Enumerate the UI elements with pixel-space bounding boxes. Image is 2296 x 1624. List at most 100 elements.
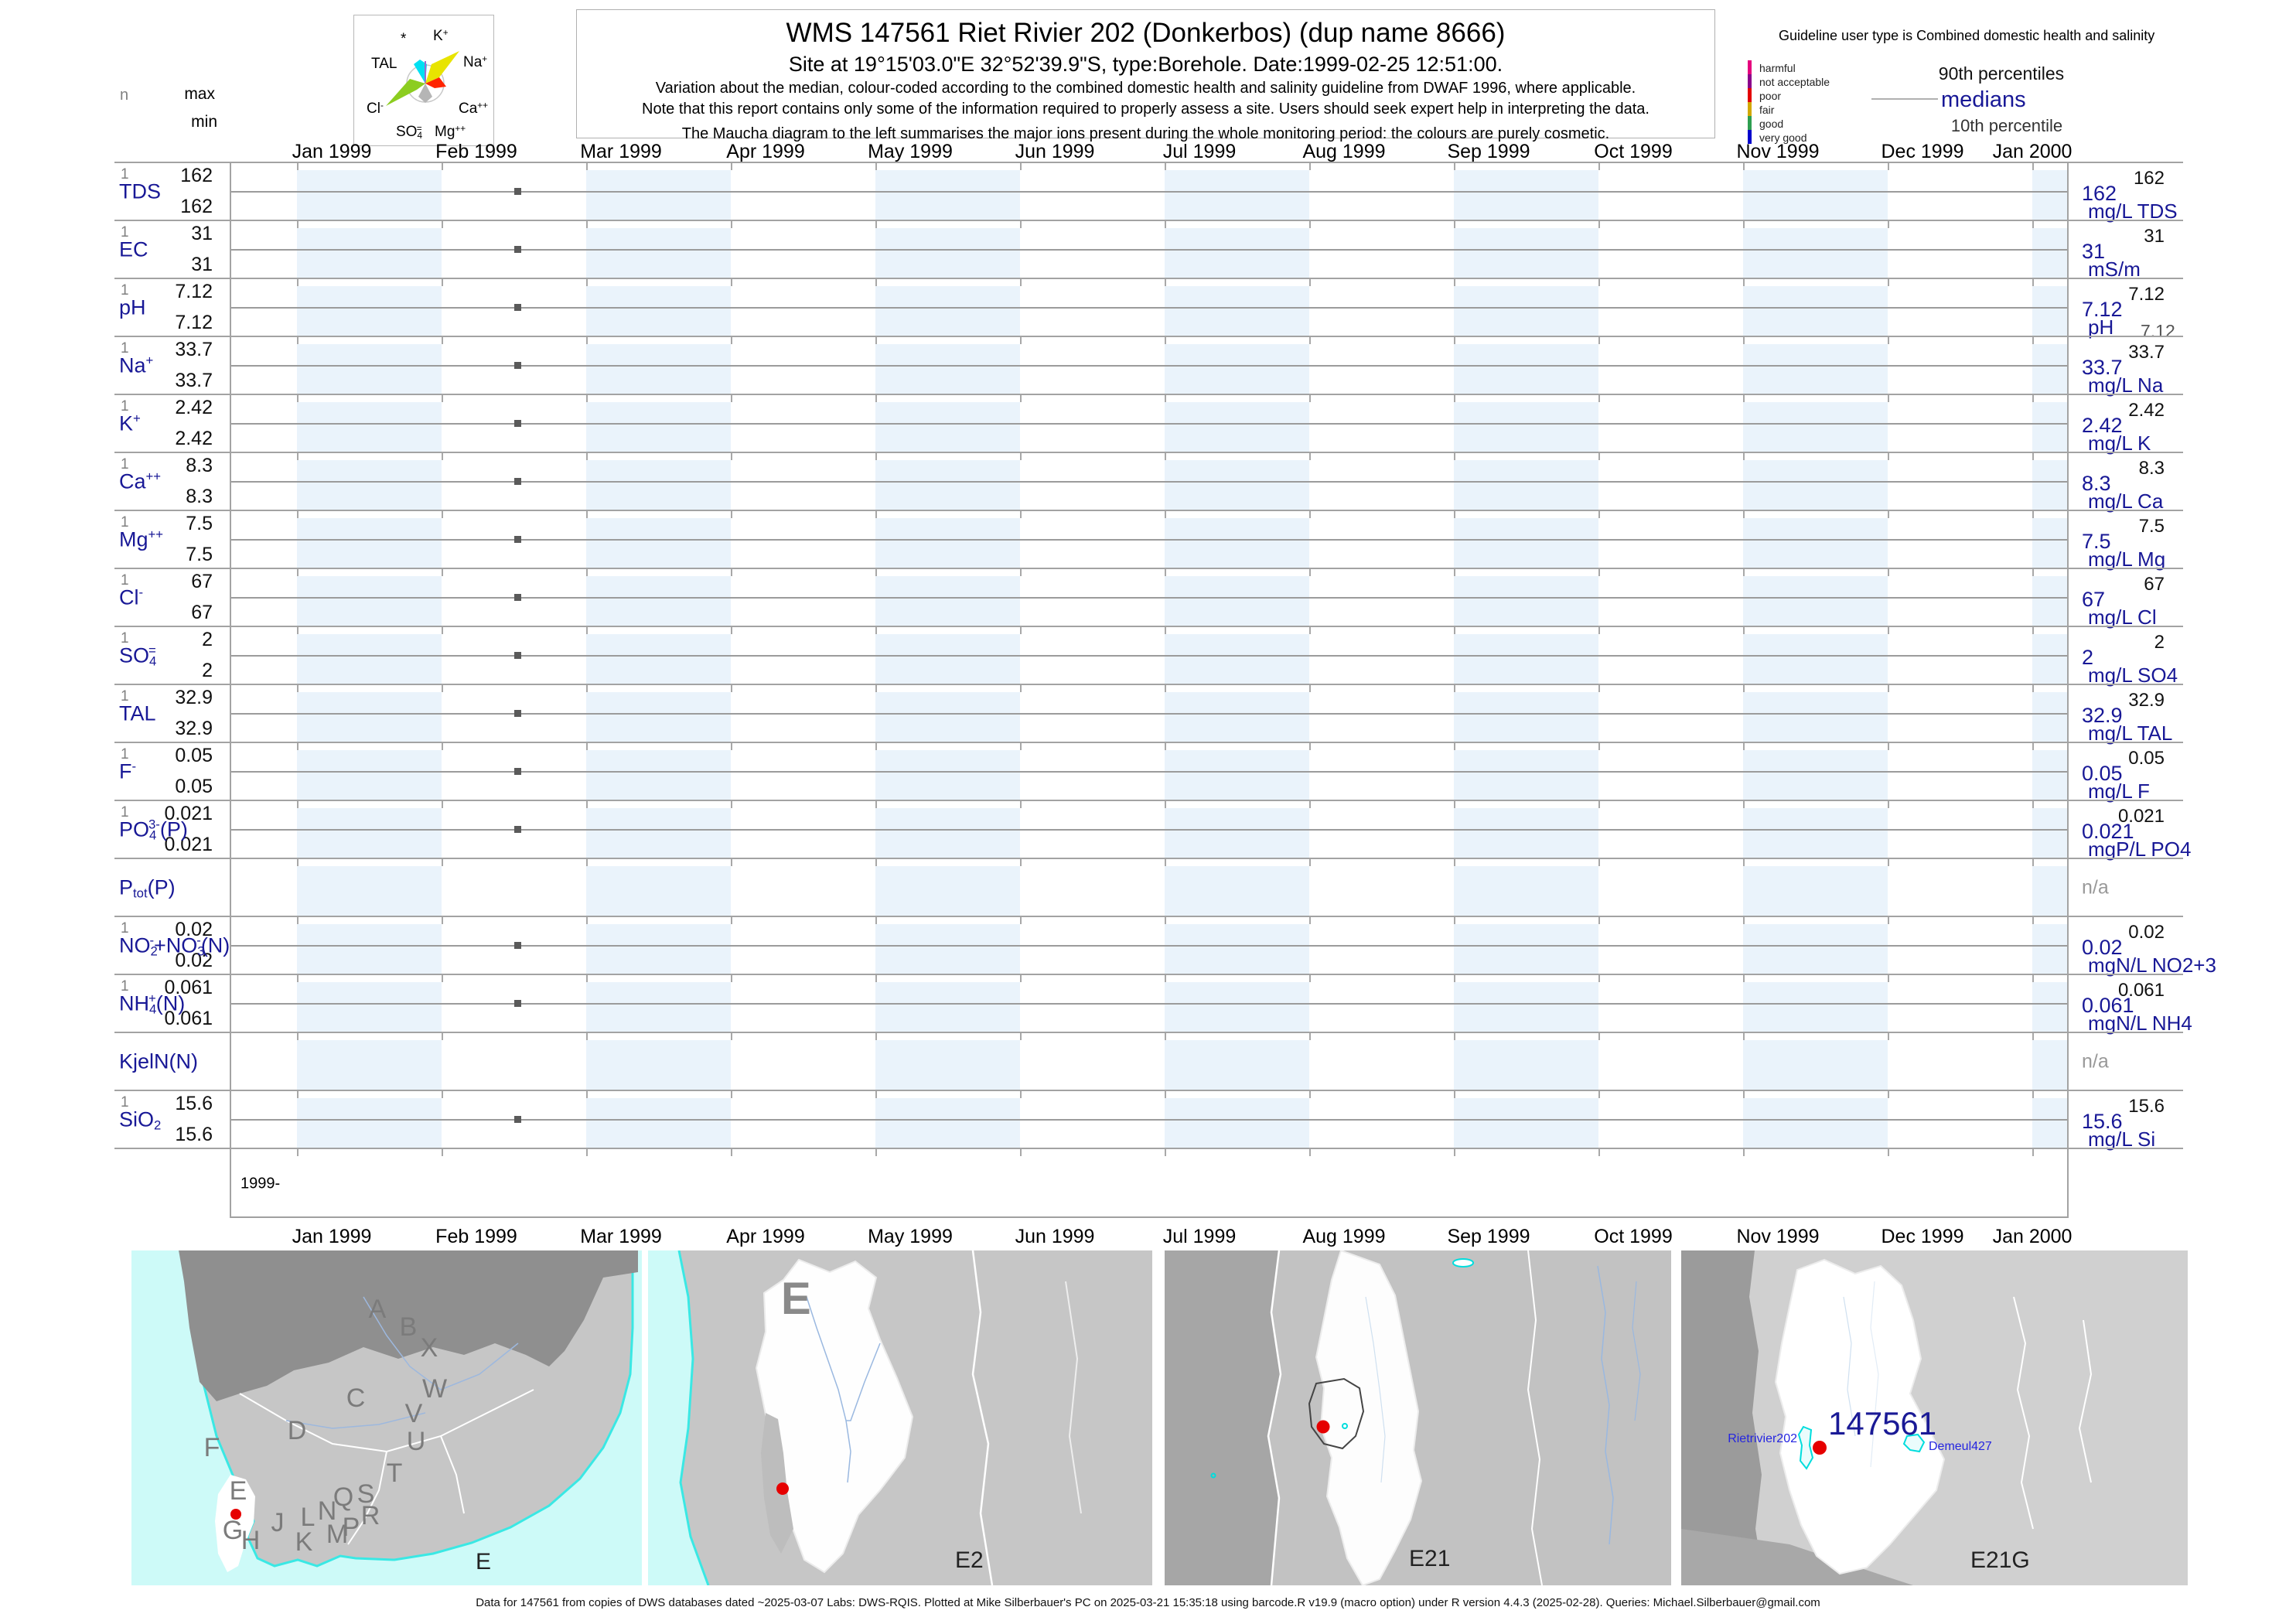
row-median-value: 31 xyxy=(2082,240,2106,263)
month-tick xyxy=(1888,221,1889,228)
month-column xyxy=(1309,924,1454,974)
month-tick xyxy=(1454,511,1455,518)
river-line xyxy=(1365,1296,1386,1483)
row-sample-count: 1 xyxy=(121,746,129,763)
river-line xyxy=(806,1296,851,1483)
month-tick xyxy=(442,163,443,170)
month-label: Sep 1999 xyxy=(1447,141,1530,162)
month-tick xyxy=(731,279,732,286)
month-column xyxy=(1743,634,1888,684)
month-column xyxy=(1309,286,1454,336)
parameter-name: NH4+(N) xyxy=(119,991,186,1017)
month-tick xyxy=(1020,1033,1022,1040)
row-90th-percentile: 162 xyxy=(2133,168,2165,189)
row-chart-band xyxy=(230,163,2067,220)
month-tick xyxy=(586,569,588,576)
parameter-row: KjelN(N) n/a xyxy=(114,1032,2183,1090)
month-tick xyxy=(297,743,299,750)
month-tick xyxy=(1165,975,1166,982)
month-tick xyxy=(1309,569,1311,576)
row-annotation: 15.6 15.6 mg/L Si xyxy=(2067,1091,2183,1151)
guideline-header: Guideline user type is Combined domestic… xyxy=(1779,28,2155,43)
row-annotation: 2.42 2.42 mg/L K xyxy=(2067,395,2183,455)
month-column xyxy=(731,170,875,220)
row-chart-band xyxy=(230,685,2067,742)
row-label: KjelN(N) xyxy=(114,1033,230,1090)
month-column xyxy=(875,982,1020,1032)
month-tick xyxy=(297,1033,299,1040)
month-tick xyxy=(297,1091,299,1098)
month-tick xyxy=(586,163,588,170)
month-tick xyxy=(1020,569,1022,576)
month-column xyxy=(1165,1098,1309,1148)
row-label: 1 162 162 TDS xyxy=(114,163,230,220)
month-column xyxy=(1165,576,1309,626)
month-column xyxy=(1888,460,2032,510)
row-median-value: 2.42 xyxy=(2082,414,2123,437)
month-column xyxy=(442,634,586,684)
month-column xyxy=(731,460,875,510)
month-column xyxy=(1888,924,2032,974)
month-column xyxy=(875,1040,1020,1090)
sample-marker xyxy=(514,419,521,427)
parameter-row: 1 32.9 32.9 TAL 32.9 32.9 mg/L TAL xyxy=(114,684,2183,745)
month-tick xyxy=(2032,453,2034,460)
water-body xyxy=(1342,1423,1348,1429)
month-tick xyxy=(731,395,732,402)
land-background xyxy=(1681,1250,2188,1585)
month-column xyxy=(1743,982,1888,1032)
month-tick xyxy=(1888,1149,1889,1156)
month-column xyxy=(1020,634,1165,684)
month-column xyxy=(1888,576,2032,626)
month-tick xyxy=(1743,801,1745,808)
row-unit-label: mg/L K xyxy=(2088,432,2151,455)
month-tick xyxy=(297,221,299,228)
month-column xyxy=(1454,1098,1598,1148)
row-annotation: 2 2 mg/L SO4 xyxy=(2067,627,2183,687)
month-column xyxy=(1888,1040,2032,1090)
parameter-row: 1 7.12 7.12 pH 7.12 7.12 pH 7.12 xyxy=(114,278,2183,341)
month-tick xyxy=(1888,917,1889,924)
month-tick xyxy=(875,279,877,286)
drainage-region-letter: U xyxy=(407,1427,426,1456)
month-tick xyxy=(1309,395,1311,402)
month-tick xyxy=(1598,627,1600,634)
station-dot xyxy=(776,1482,789,1495)
row-annotation: 0.05 0.05 mg/L F xyxy=(2067,743,2183,803)
month-column xyxy=(1020,1040,1165,1090)
row-median-value: 0.021 xyxy=(2082,820,2134,843)
guideline-class-label: harmful xyxy=(1759,62,1796,74)
month-column xyxy=(731,924,875,974)
parameter-row: 1 162 162 TDS 162 162 mg/L TDS xyxy=(114,162,2183,223)
parameter-name: Cl- xyxy=(119,585,144,609)
median-line xyxy=(230,364,2067,367)
month-tick xyxy=(1743,337,1745,344)
parameter-row: 1 67 67 Cl- 67 67 mg/L Cl xyxy=(114,568,2183,629)
region-e-map: E E2 xyxy=(648,1250,1152,1585)
month-tick xyxy=(1020,395,1022,402)
month-column xyxy=(1309,170,1454,220)
month-tick xyxy=(875,569,877,576)
month-tick xyxy=(1598,1091,1600,1098)
month-tick xyxy=(1888,511,1889,518)
row-unit-label: mg/L Cl xyxy=(2088,606,2157,629)
month-column xyxy=(731,228,875,278)
month-label: Dec 1999 xyxy=(1881,141,1964,162)
month-column xyxy=(1020,344,1165,394)
month-tick xyxy=(297,279,299,286)
row-sample-count: 1 xyxy=(121,630,129,647)
median-line xyxy=(230,1118,2067,1121)
month-column xyxy=(1743,228,1888,278)
month-column xyxy=(1454,460,1598,510)
row-90th-percentile: 2 xyxy=(2154,632,2165,653)
row-max-value: 0.05 xyxy=(175,745,213,766)
month-column xyxy=(1743,750,1888,800)
month-column xyxy=(1165,460,1309,510)
month-tick xyxy=(1743,1149,1745,1156)
month-tick xyxy=(1454,1149,1455,1156)
month-tick xyxy=(2032,569,2034,576)
month-column xyxy=(875,692,1020,742)
month-tick xyxy=(1888,395,1889,402)
